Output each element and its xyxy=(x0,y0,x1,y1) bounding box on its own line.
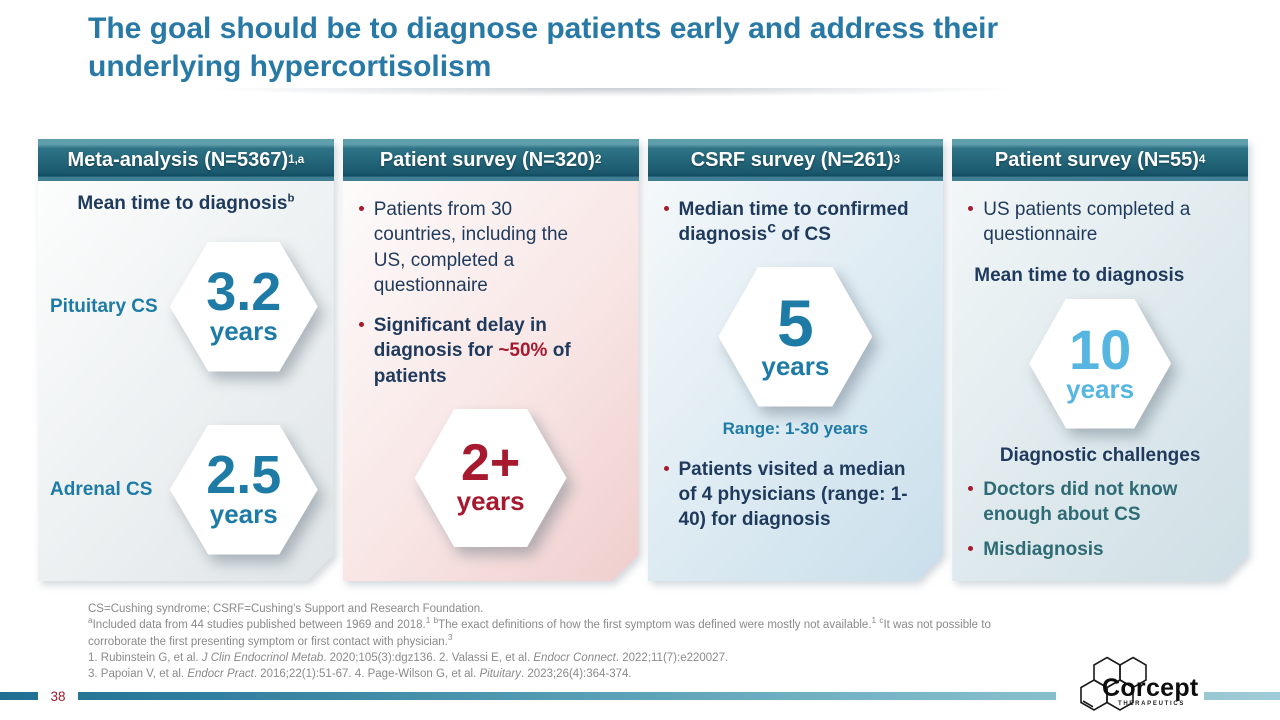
column-header-text: CSRF survey (N=261) xyxy=(690,148,894,171)
diagnostic-challenges-heading: Diagnostic challenges xyxy=(999,444,1201,466)
corcept-logo-name: Corcept xyxy=(1102,674,1199,702)
title-divider xyxy=(88,88,1136,100)
bullet-physicians: Patients visited a median of 4 physician… xyxy=(664,457,928,533)
bullet-doctors: Doctors did not know enough about CS xyxy=(968,477,1232,528)
pituitary-value: 3.2 xyxy=(206,262,282,323)
pituitary-unit: years xyxy=(209,315,278,346)
page-number: 38 xyxy=(38,684,78,708)
footer-accent-bar xyxy=(0,692,1280,700)
column-body-csrf-survey: Median time to confirmed diagnosisc of C… xyxy=(648,181,944,581)
delay-hexagon: 2+ years xyxy=(415,409,567,547)
hexagon-shape: 2+ years xyxy=(415,409,567,547)
footnote-definitions-1: aIncluded data from 44 studies published… xyxy=(88,616,991,632)
adrenal-unit: years xyxy=(209,498,278,529)
column-patient-survey-55: Patient survey (N=55) 4 US patients compl… xyxy=(952,139,1248,581)
column-header-text: Patient survey (N=320) xyxy=(379,148,595,171)
bullet-dot xyxy=(664,206,669,211)
footnote-references-2: 3. Papoian V, et al. Endocr Pract. 2016;… xyxy=(88,668,632,681)
adrenal-value: 2.5 xyxy=(206,445,282,506)
pituitary-label: Pituitary CS xyxy=(50,295,158,317)
corcept-molecule-icon xyxy=(1080,656,1147,711)
bullet-dot xyxy=(968,546,973,551)
column-header-patient-survey-320: Patient survey (N=320) 2 xyxy=(342,139,639,181)
bullet-countries: Patients from 30 countries, including th… xyxy=(359,197,623,298)
column-csrf-survey: CSRF survey (N=261) 3 Median time to conf… xyxy=(647,139,944,581)
hexagon-shape: 3.2 years xyxy=(170,242,318,372)
bullet-text: US patients completed a questionnaire xyxy=(983,199,1191,246)
corcept-logo-subtitle: THERAPEUTICS xyxy=(1118,701,1186,707)
bullet-text: Patients from 30 countries, including th… xyxy=(373,199,569,296)
delay-unit: years xyxy=(456,486,525,517)
mean-time-unit: years xyxy=(1066,373,1135,404)
column-header-csrf-survey: CSRF survey (N=261) 3 xyxy=(647,139,944,181)
median-hexagon: 5 years xyxy=(718,267,872,407)
hexagon-shape: 5 years xyxy=(718,267,872,407)
column-body-patient-survey-55: US patients completed a questionnaire Me… xyxy=(952,181,1248,581)
columns-container: Meta-analysis (N=5367) 1,a Mean time to d… xyxy=(38,139,1248,581)
pituitary-row: Pituitary CS 3.2 years xyxy=(38,215,334,398)
adrenal-hexagon: 2.5 years xyxy=(170,425,318,555)
bullet-delay: Significant delay in diagnosis for ~50% … xyxy=(359,313,623,389)
adrenal-row: Adrenal CS 2.5 years xyxy=(38,398,334,581)
bullet-text: Median time to confirmed diagnosisc of C… xyxy=(678,199,909,246)
hexagon-shape: 10 years xyxy=(1029,299,1171,429)
median-value: 5 xyxy=(777,285,814,360)
bullet-text: Patients visited a median of 4 physician… xyxy=(678,458,908,531)
footnote-definitions-2: corroborate the first presenting symptom… xyxy=(88,632,453,648)
bullet-text: Significant delay in diagnosis for ~50% … xyxy=(373,315,571,387)
page-title: The goal should be to diagnose patients … xyxy=(88,12,999,84)
footnotes: CS=Cushing syndrome; CSRF=Cushing's Supp… xyxy=(88,601,1233,683)
column-header-text: Meta-analysis (N=5367) xyxy=(67,148,289,171)
column-header-meta-analysis: Meta-analysis (N=5367) 1,a xyxy=(38,139,334,181)
bullet-dot xyxy=(968,206,973,211)
bullet-text: Misdiagnosis xyxy=(983,539,1104,561)
bullet-text: Doctors did not know enough about CS xyxy=(983,478,1178,525)
mean-time-heading-text: Mean time to diagnosis xyxy=(77,193,288,214)
pituitary-hexagon: 3.2 years xyxy=(170,242,318,372)
bullet-dot xyxy=(359,322,364,327)
bullet-dot xyxy=(968,486,973,491)
column-patient-survey-320: Patient survey (N=320) 2 Patients from 30… xyxy=(342,139,639,581)
mean-time-hexagon: 10 years xyxy=(1029,299,1171,429)
delay-value: 2+ xyxy=(460,434,521,493)
adrenal-label: Adrenal CS xyxy=(50,478,153,500)
bullet-dot xyxy=(664,466,669,471)
column-body-meta-analysis: Mean time to diagnosisb Pituitary CS 3.2… xyxy=(38,181,334,581)
column-body-patient-survey-320: Patients from 30 countries, including th… xyxy=(343,181,639,581)
hexagon-shape: 2.5 years xyxy=(170,425,318,555)
mean-time-heading-sup: b xyxy=(287,192,295,205)
corcept-logo: Corcept THERAPEUTICS xyxy=(1056,652,1204,714)
bullet-median-time: Median time to confirmed diagnosisc of C… xyxy=(664,197,928,248)
mean-time-heading: Mean time to diagnosisb xyxy=(38,193,334,215)
median-unit: years xyxy=(761,351,830,382)
column-meta-analysis: Meta-analysis (N=5367) 1,a Mean time to d… xyxy=(38,139,334,581)
bullet-misdiagnosis: Misdiagnosis xyxy=(968,537,1232,562)
bullet-us-patients: US patients completed a questionnaire xyxy=(968,197,1232,248)
range-note: Range: 1-30 years xyxy=(722,418,869,438)
column-header-text: Patient survey (N=55) xyxy=(994,148,1199,171)
bullet-dot xyxy=(359,206,364,211)
mean-time-value: 10 xyxy=(1068,318,1132,382)
column-header-patient-survey-55: Patient survey (N=55) 4 xyxy=(952,139,1248,181)
footnote-abbreviations: CS=Cushing syndrome; CSRF=Cushing's Supp… xyxy=(88,603,484,615)
mean-time-heading-col4: Mean time to diagnosis xyxy=(974,264,1185,286)
footnote-references-1: 1. Rubinstein G, et al. J Clin Endocrino… xyxy=(88,651,729,664)
